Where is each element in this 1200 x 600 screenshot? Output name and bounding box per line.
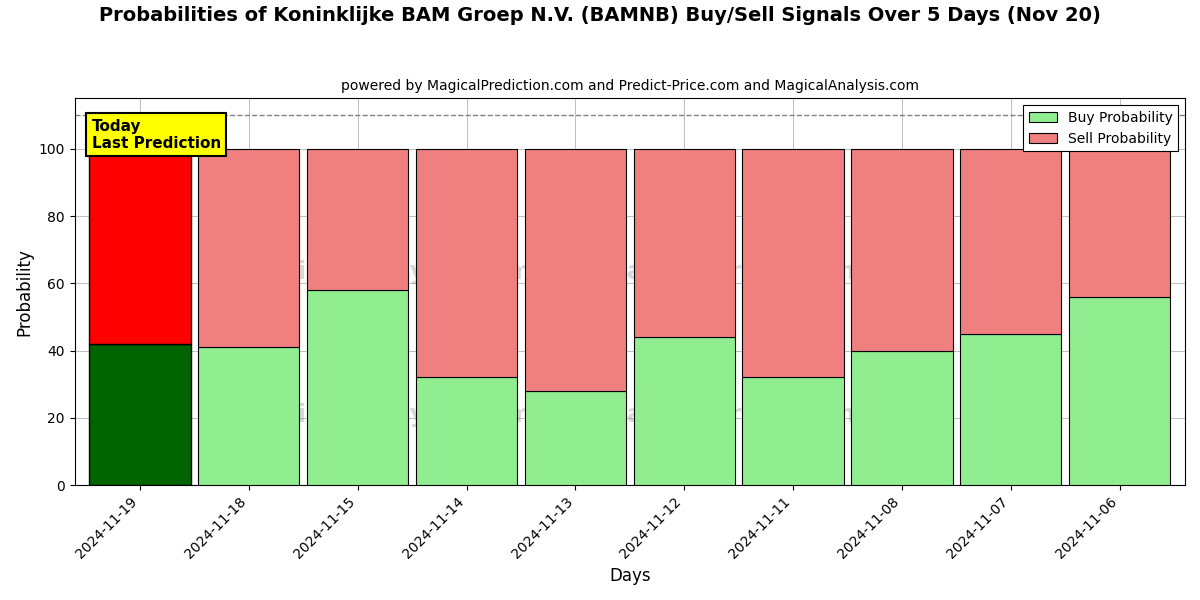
Title: powered by MagicalPrediction.com and Predict-Price.com and MagicalAnalysis.com: powered by MagicalPrediction.com and Pre… [341,79,919,93]
Bar [524,391,626,485]
Bar [851,350,953,485]
Text: MagicalAnalysis.com: MagicalAnalysis.com [239,403,533,427]
Bar [960,334,1062,485]
Bar [307,149,408,290]
Bar [743,149,844,377]
Bar [198,347,300,485]
Bar [743,377,844,485]
Bar [851,149,953,350]
Bar [634,149,734,337]
Bar [89,344,191,485]
Bar [1069,297,1170,485]
Bar [960,149,1062,334]
Bar [416,377,517,485]
Text: MagicalPrediction.com: MagicalPrediction.com [602,403,924,427]
Bar [307,290,408,485]
Bar [634,337,734,485]
Text: Today
Last Prediction: Today Last Prediction [91,119,221,151]
Bar [198,149,300,347]
Text: MagicalAnalysis.com: MagicalAnalysis.com [239,260,533,284]
Bar [524,149,626,391]
X-axis label: Days: Days [610,567,650,585]
Bar [89,149,191,344]
Legend: Buy Probability, Sell Probability: Buy Probability, Sell Probability [1024,105,1178,151]
Bar [416,149,517,377]
Y-axis label: Probability: Probability [16,248,34,335]
Bar [1069,149,1170,297]
Text: Probabilities of Koninklijke BAM Groep N.V. (BAMNB) Buy/Sell Signals Over 5 Days: Probabilities of Koninklijke BAM Groep N… [100,6,1100,25]
Text: MagicalPrediction.com: MagicalPrediction.com [602,260,924,284]
